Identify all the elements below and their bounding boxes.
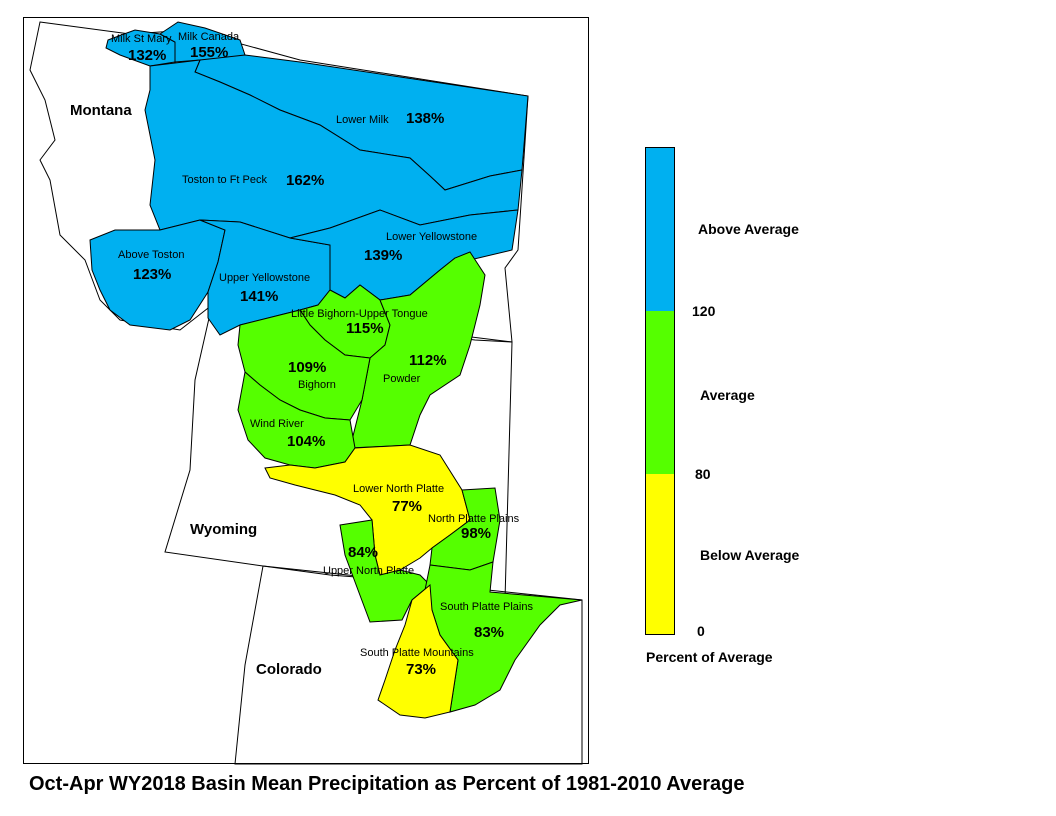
- basin-percent-label: 98%: [461, 525, 491, 542]
- basin-name-label: Upper North Platte: [323, 565, 414, 577]
- state-label-colorado: Colorado: [256, 661, 322, 678]
- basin-percent-label: 162%: [286, 172, 324, 189]
- legend-tick-80: 80: [695, 466, 711, 482]
- basin-percent-label: 77%: [392, 498, 422, 515]
- basin-name-label: Toston to Ft Peck: [182, 174, 267, 186]
- basin-percent-label: 123%: [133, 266, 171, 283]
- basin-name-label: Lower Milk: [336, 114, 389, 126]
- legend-swatch-below: [646, 474, 674, 634]
- state-boundaries: [29, 21, 583, 765]
- basins: [89, 21, 583, 719]
- basin-name-label: Milk Canada: [178, 31, 240, 43]
- montana-outline: [29, 21, 529, 343]
- legend-label-above: Above Average: [698, 221, 799, 237]
- basin-name-label: Bighorn: [298, 379, 336, 391]
- basin-name-label: South Platte Mountains: [360, 647, 474, 659]
- basin-powder[interactable]: [349, 251, 486, 449]
- basin-percent-label: 139%: [364, 247, 402, 264]
- basin-name-label: Upper Yellowstone: [219, 272, 310, 284]
- basin-name-label: Wind River: [250, 418, 304, 430]
- basin-percent-label: 115%: [346, 320, 384, 337]
- basin-percent-label: 155%: [190, 44, 228, 61]
- basin-name-label: Little Bighorn-Upper Tongue: [291, 308, 428, 320]
- map-title: Oct-Apr WY2018 Basin Mean Precipitation …: [29, 773, 745, 795]
- basin-above-toston[interactable]: [89, 219, 226, 331]
- basin-percent-label: 132%: [128, 47, 166, 64]
- basin-name-label: North Platte Plains: [428, 513, 520, 525]
- state-label-montana: Montana: [70, 102, 132, 119]
- basin-name-label: South Platte Plains: [440, 601, 533, 613]
- basin-percent-label: 73%: [406, 661, 436, 678]
- basin-percent-label: 83%: [474, 624, 504, 641]
- colorado-outline: [234, 565, 583, 765]
- basin-percent-label: 141%: [240, 288, 278, 305]
- basin-percent-label: 109%: [288, 359, 326, 376]
- basin-name-label: Lower Yellowstone: [386, 231, 477, 243]
- basin-south-platte-mountains[interactable]: [377, 583, 459, 719]
- legend-label-average: Average: [700, 387, 755, 403]
- legend-title: Percent of Average: [646, 649, 773, 665]
- wyoming-outline: [164, 304, 513, 601]
- legend-swatch-above: [646, 148, 674, 311]
- basin-name-label: Powder: [383, 373, 421, 385]
- legend-tick-120: 120: [692, 303, 716, 319]
- basin-percent-label: 104%: [287, 433, 325, 450]
- legend-label-below: Below Average: [700, 547, 800, 563]
- legend-color-bar: [645, 147, 675, 635]
- basin-lower-north-platte[interactable]: [264, 444, 471, 576]
- state-label-wyoming: Wyoming: [190, 521, 257, 538]
- basin-percent-label: 112%: [409, 352, 447, 369]
- basin-name-label: Lower North Platte: [353, 483, 444, 495]
- basin-name-label: Above Toston: [118, 249, 184, 261]
- legend-swatch-average: [646, 311, 674, 474]
- basin-name-label: Milk St Mary: [111, 33, 172, 45]
- legend-tick-0: 0: [697, 623, 705, 639]
- basin-percent-label: 138%: [406, 110, 444, 127]
- basin-percent-label: 84%: [348, 544, 378, 561]
